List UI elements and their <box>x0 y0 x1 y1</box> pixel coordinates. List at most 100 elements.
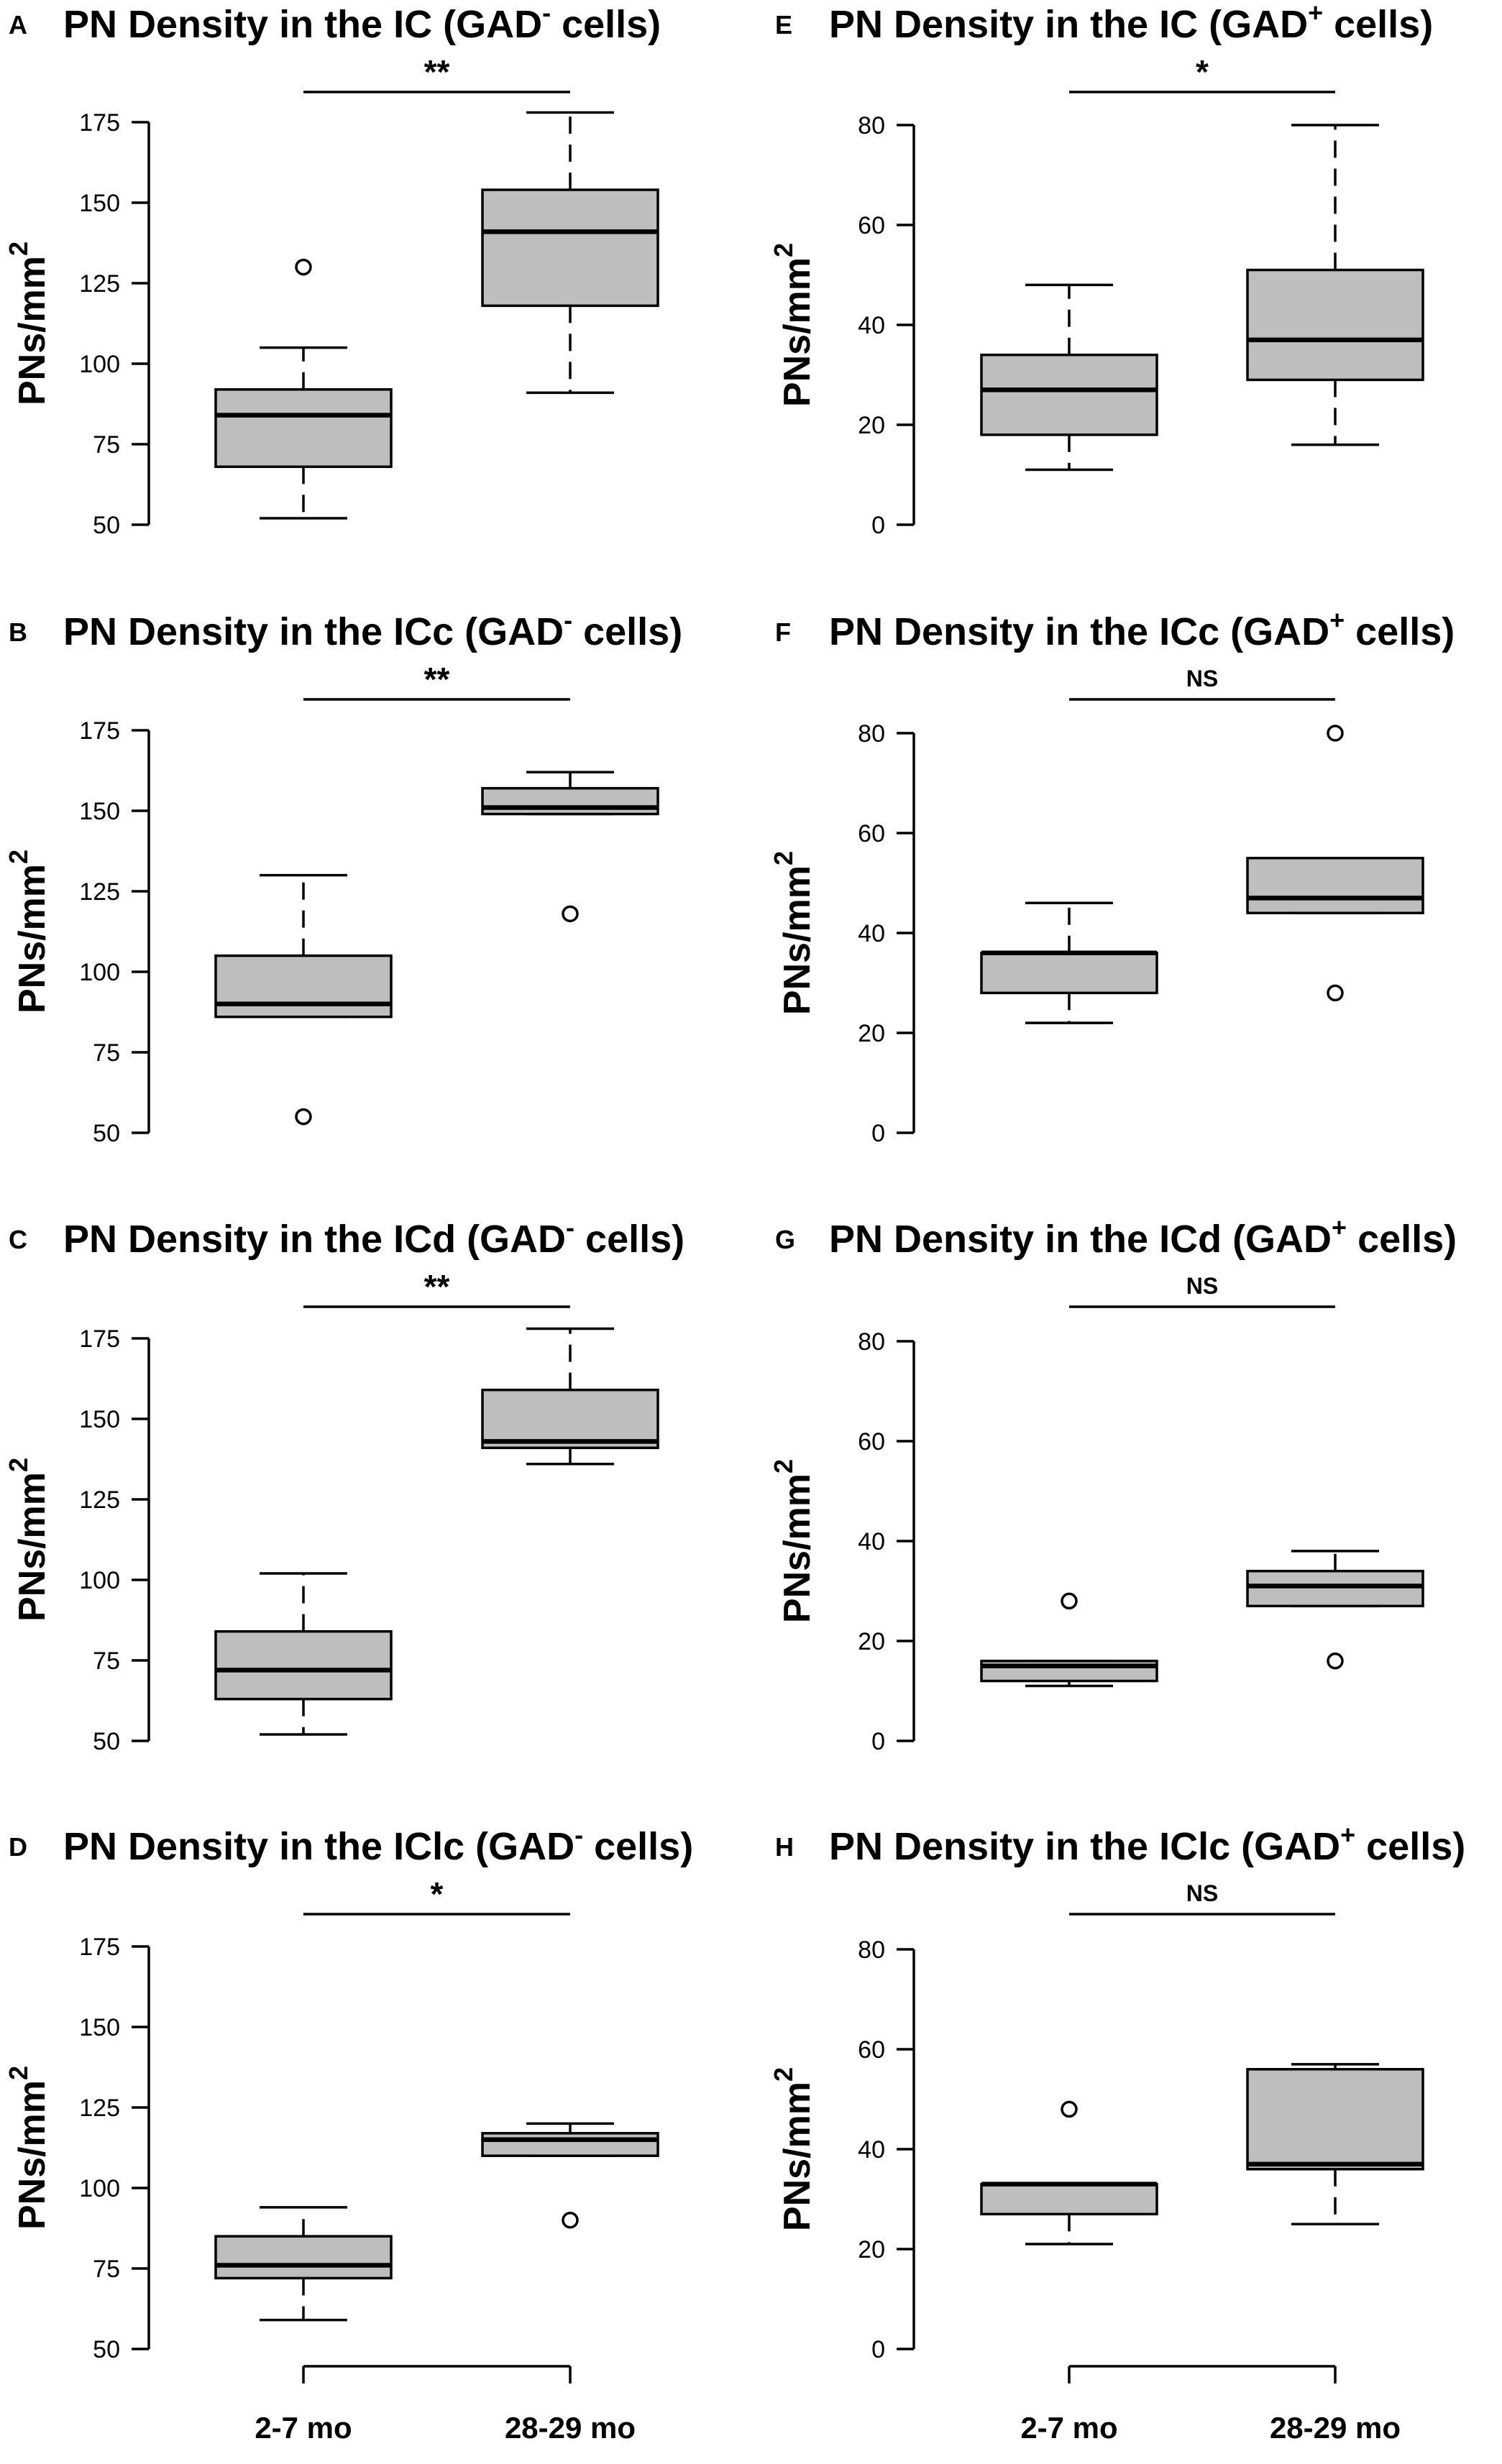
y-tick-label: 125 <box>79 270 120 298</box>
y-axis-title-text: PNs/mm <box>777 1474 818 1623</box>
y-axis-title: PNs/mm2 <box>4 850 53 1013</box>
panel-E: E PN Density in the IC (GAD+ cells) 0 20 40 6… <box>769 0 1433 539</box>
box-old <box>1246 124 1424 446</box>
y-tick-label: 175 <box>79 109 120 137</box>
y-tick-label: 150 <box>79 1406 120 1433</box>
significance-label: NS <box>1186 666 1218 691</box>
y-tick-label: 40 <box>858 1528 885 1555</box>
y-tick-label: 175 <box>79 1325 120 1353</box>
y-axis-title-text: PNs/mm <box>777 865 818 1015</box>
y-axis-title: PNs/mm2 <box>769 2067 818 2231</box>
panel-title-superscript: + <box>1329 605 1345 635</box>
panel-title-text: PN Density in the IClc (GAD <box>63 1825 574 1868</box>
panel-title: PN Density in the IClc (GAD+ cells) <box>829 1820 1465 1868</box>
x-tick-label: 2-7 mo <box>1020 2411 1117 2445</box>
panel-title-text-end: cells) <box>583 1825 693 1868</box>
y-tick-label: 50 <box>93 1120 120 1147</box>
significance-label: * <box>431 1875 444 1913</box>
y-tick-label: 80 <box>858 112 885 139</box>
panel-G: G PN Density in the ICd (GAD+ cells) 0 20 40… <box>769 1213 1457 1755</box>
panel-title-text: PN Density in the IClc (GAD <box>829 1825 1340 1868</box>
box-iqr <box>214 1629 393 1701</box>
box-iqr <box>1246 2068 1424 2171</box>
panel-title-superscript: - <box>564 605 572 635</box>
box-old <box>1246 2063 1424 2225</box>
y-tick-label: 60 <box>858 212 885 239</box>
significance-label: ** <box>424 1268 450 1305</box>
significance-label: NS <box>1186 1880 1218 1906</box>
box-old <box>481 771 659 923</box>
y-tick-label: 40 <box>858 312 885 339</box>
y-tick-label: 20 <box>858 1020 885 1047</box>
box-young <box>980 2100 1158 2245</box>
y-axis-title-superscript: 2 <box>769 851 798 865</box>
panel-title-text: PN Density in the ICc (GAD <box>63 610 564 653</box>
y-axis-title-superscript: 2 <box>769 1459 798 1474</box>
y-tick-label: 20 <box>858 412 885 439</box>
outlier-point <box>562 2212 579 2229</box>
box-iqr <box>980 2182 1158 2216</box>
panel-letter: B <box>9 617 27 647</box>
box-iqr <box>481 1388 659 1450</box>
panel-title-text-end: cells) <box>574 1218 684 1261</box>
panel-title-text-end: cells) <box>1323 3 1433 46</box>
box-old <box>481 1327 659 1466</box>
y-tick-label: 60 <box>858 2036 885 2064</box>
outlier-point <box>562 905 579 923</box>
box-old <box>1246 725 1424 1002</box>
outlier-point <box>1327 1652 1344 1670</box>
y-axis-title: PNs/mm2 <box>4 242 53 405</box>
significance-label: NS <box>1186 1273 1218 1299</box>
y-tick-label: 150 <box>79 798 120 825</box>
outlier-point <box>1327 984 1344 1002</box>
outlier-point <box>295 1108 312 1126</box>
panel-title-text-end: cells) <box>1347 1218 1457 1261</box>
outlier-point <box>1327 725 1344 742</box>
box-young <box>980 1592 1158 1688</box>
y-tick-label: 150 <box>79 2014 120 2041</box>
y-tick-label: 80 <box>858 1936 885 1964</box>
box-young <box>214 873 393 1126</box>
panel-title-text-end: cells) <box>551 3 661 46</box>
panel-H: H PN Density in the IClc (GAD+ cells) 0 20 4… <box>769 1820 1465 2445</box>
y-tick-label: 40 <box>858 920 885 947</box>
y-tick-label: 80 <box>858 1328 885 1356</box>
box-iqr <box>980 952 1158 995</box>
y-tick-label: 0 <box>871 512 885 539</box>
panel-letter: G <box>775 1225 795 1254</box>
y-axis-title: PNs/mm2 <box>769 851 818 1015</box>
panel-title: PN Density in the ICc (GAD+ cells) <box>829 605 1455 653</box>
significance-label: * <box>1196 53 1209 91</box>
y-tick-label: 50 <box>93 2336 120 2363</box>
panel-F: F PN Density in the ICc (GAD+ cells) 0 20 40… <box>769 605 1455 1147</box>
y-tick-label: 60 <box>858 1428 885 1456</box>
significance-label: ** <box>424 53 450 91</box>
box-iqr <box>214 2235 393 2280</box>
y-axis-title-text: PNs/mm <box>12 864 53 1013</box>
x-tick-label: 2-7 mo <box>255 2411 352 2445</box>
panel-title-text: PN Density in the ICd (GAD <box>829 1218 1332 1261</box>
box-iqr <box>481 2132 659 2157</box>
y-tick-label: 125 <box>79 2095 120 2122</box>
panel-title-superscript: + <box>1308 0 1323 27</box>
panel-title-text-end: cells) <box>1345 610 1455 653</box>
y-tick-label: 0 <box>871 1728 885 1755</box>
panel-title-superscript: - <box>566 1213 574 1242</box>
box-old <box>481 111 659 395</box>
box-young <box>214 258 393 520</box>
y-axis-title-text: PNs/mm <box>12 256 53 405</box>
y-axis-title-superscript: 2 <box>769 2067 798 2082</box>
y-tick-label: 175 <box>79 717 120 745</box>
panel-B: B PN Density in the ICc (GAD- cells) 50 75 1… <box>4 605 682 1147</box>
y-axis-title-text: PNs/mm <box>12 1472 53 1622</box>
y-axis-title: PNs/mm2 <box>769 1459 818 1623</box>
y-tick-label: 20 <box>858 1628 885 1655</box>
box-iqr <box>214 388 393 469</box>
y-tick-label: 80 <box>858 720 885 748</box>
y-axis-title: PNs/mm2 <box>4 2066 53 2230</box>
box-iqr <box>481 188 659 308</box>
y-tick-label: 175 <box>79 1934 120 1961</box>
box-iqr <box>1246 1569 1424 1608</box>
y-tick-label: 0 <box>871 1120 885 1147</box>
panel-letter: E <box>775 10 792 40</box>
